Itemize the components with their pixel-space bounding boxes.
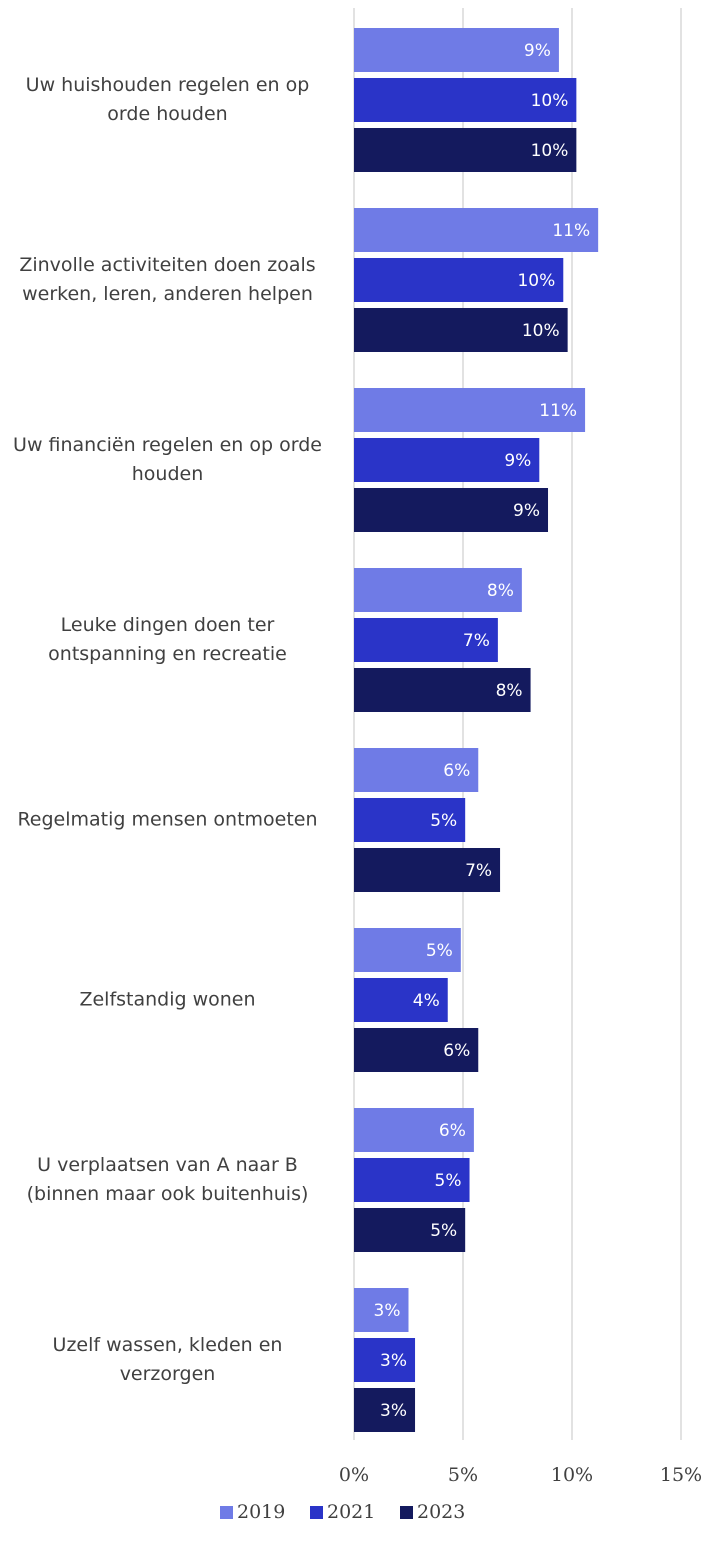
value-label: 6% [443,1041,470,1061]
category-label: Uw financiën regelen en op orde houden [13,434,322,485]
bar [354,928,461,972]
bar [354,28,559,72]
legend-swatch [220,1506,233,1519]
value-label: 9% [524,41,551,61]
value-label: 6% [443,761,470,781]
bar [354,798,466,842]
legend-swatch [400,1506,413,1519]
value-label: 6% [439,1121,466,1141]
legend-label: 2021 [327,1501,375,1523]
bar [354,1108,474,1152]
value-label: 7% [463,631,490,651]
bar [354,1028,479,1072]
bar [354,388,586,432]
bar [354,848,501,892]
value-label: 10% [517,271,555,291]
category-label: Regelmatig mensen ontmoeten [17,808,318,831]
category-label: Leuke dingen doen ter ontspanning en rec… [48,614,287,665]
bar [354,748,479,792]
value-label: 8% [496,681,523,701]
value-label: 7% [465,861,492,881]
value-label: 11% [552,221,590,241]
value-label: 8% [487,581,514,601]
value-label: 3% [380,1351,407,1371]
bar [354,438,540,482]
bar [354,568,522,612]
value-label: 5% [426,941,453,961]
bar [354,1388,416,1432]
category-label: Zinvolle activiteiten doen zoals werken,… [19,254,316,305]
value-label: 9% [513,501,540,521]
bar [354,668,531,712]
value-label: 3% [374,1301,401,1321]
value-label: 5% [430,1221,457,1241]
bar [354,128,577,172]
category-label: U verplaatsen van A naar B (binnen maar … [26,1154,309,1205]
bar [354,1338,416,1382]
bar [354,308,568,352]
x-tick-label: 10% [551,1464,593,1486]
value-label: 5% [430,811,457,831]
value-label: 3% [380,1401,407,1421]
bar [354,1288,409,1332]
value-label: 10% [522,321,560,341]
value-label: 4% [413,991,440,1011]
value-label: 11% [539,401,577,421]
value-label: 9% [504,451,531,471]
bar [354,1158,470,1202]
value-label: 10% [531,141,569,161]
bar [354,258,564,302]
bar [354,1208,466,1252]
bar [354,978,448,1022]
bar [354,208,599,252]
category-label: Uw huishouden regelen en op orde houden [25,74,310,125]
value-label: 5% [435,1171,462,1191]
x-tick-label: 5% [448,1464,478,1486]
legend-label: 2019 [237,1501,285,1523]
category-label: Uzelf wassen, kleden en verzorgen [52,1334,283,1385]
legend-label: 2023 [417,1501,465,1523]
x-tick-label: 0% [339,1464,369,1486]
bar [354,488,549,532]
bar [354,618,498,662]
x-tick-label: 15% [660,1464,702,1486]
value-label: 10% [531,91,569,111]
legend-swatch [310,1506,323,1519]
category-label: Zelfstandig wonen [79,988,256,1011]
bar [354,78,577,122]
